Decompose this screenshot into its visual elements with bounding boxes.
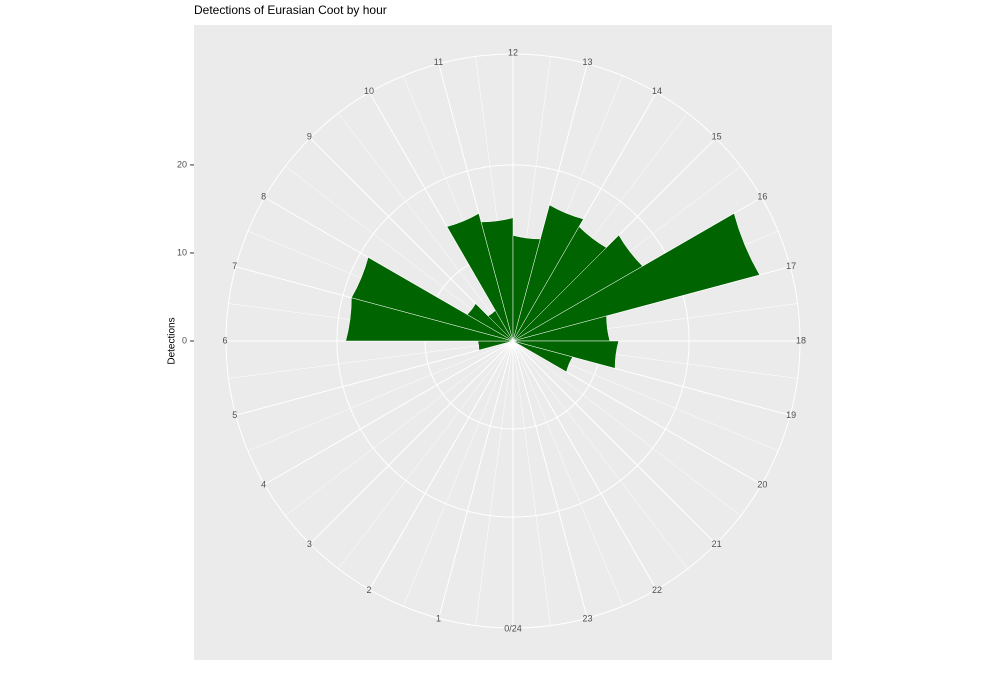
theta-label: 4 [261, 479, 266, 489]
minor-radial-grid [285, 340, 514, 516]
theta-label: 8 [261, 191, 266, 201]
minor-radial-grid [247, 340, 514, 452]
minor-radial-grid [402, 340, 514, 607]
theta-label: 14 [652, 86, 662, 96]
y-tick-label: 0 [182, 335, 187, 345]
theta-label: 1 [436, 614, 441, 624]
radial-grid [309, 340, 514, 545]
theta-label: 5 [232, 410, 237, 420]
bar [512, 204, 584, 342]
theta-label: 20 [757, 479, 767, 489]
theta-label: 12 [508, 47, 518, 57]
theta-label: 3 [307, 539, 312, 549]
theta-label: 0/24 [504, 623, 522, 633]
theta-label: 21 [712, 539, 722, 549]
radial-grid [512, 340, 588, 619]
y-tick-label: 20 [177, 159, 187, 169]
minor-radial-grid [338, 340, 514, 569]
chart-title: Detections of Eurasian Coot by hour [194, 3, 387, 17]
radial-grid [512, 340, 657, 590]
theta-label: 17 [786, 261, 796, 271]
minor-radial-grid [512, 340, 741, 516]
minor-radial-grid [512, 340, 624, 607]
theta-label: 18 [796, 335, 806, 345]
theta-label: 13 [583, 57, 593, 67]
theta-label: 10 [364, 86, 374, 96]
theta-label: 9 [307, 132, 312, 142]
bar [466, 303, 514, 342]
theta-label: 22 [652, 585, 662, 595]
radial-grid [512, 340, 717, 545]
theta-label: 23 [583, 614, 593, 624]
y-tick-label: 10 [177, 247, 187, 257]
bar [351, 256, 514, 342]
minor-radial-grid [228, 340, 514, 379]
grid-circle [336, 164, 690, 518]
theta-label: 11 [434, 57, 443, 67]
radial-grid [438, 340, 514, 619]
theta-label: 19 [786, 410, 796, 420]
theta-label: 7 [232, 261, 237, 271]
minor-radial-grid [475, 340, 514, 626]
bar [446, 213, 514, 342]
radial-grid [264, 340, 514, 485]
radial-grid [369, 340, 514, 590]
theta-label: 2 [366, 585, 371, 595]
theta-label: 16 [757, 191, 767, 201]
theta-label: 15 [712, 132, 722, 142]
bar [480, 217, 514, 342]
minor-radial-grid [512, 340, 688, 569]
y-axis-label: Detections [167, 317, 178, 364]
radial-grid [235, 340, 514, 416]
theta-label: 6 [222, 335, 227, 345]
bar [512, 340, 573, 373]
minor-radial-grid [512, 340, 551, 626]
bar [512, 212, 760, 342]
minor-radial-grid [338, 113, 514, 342]
